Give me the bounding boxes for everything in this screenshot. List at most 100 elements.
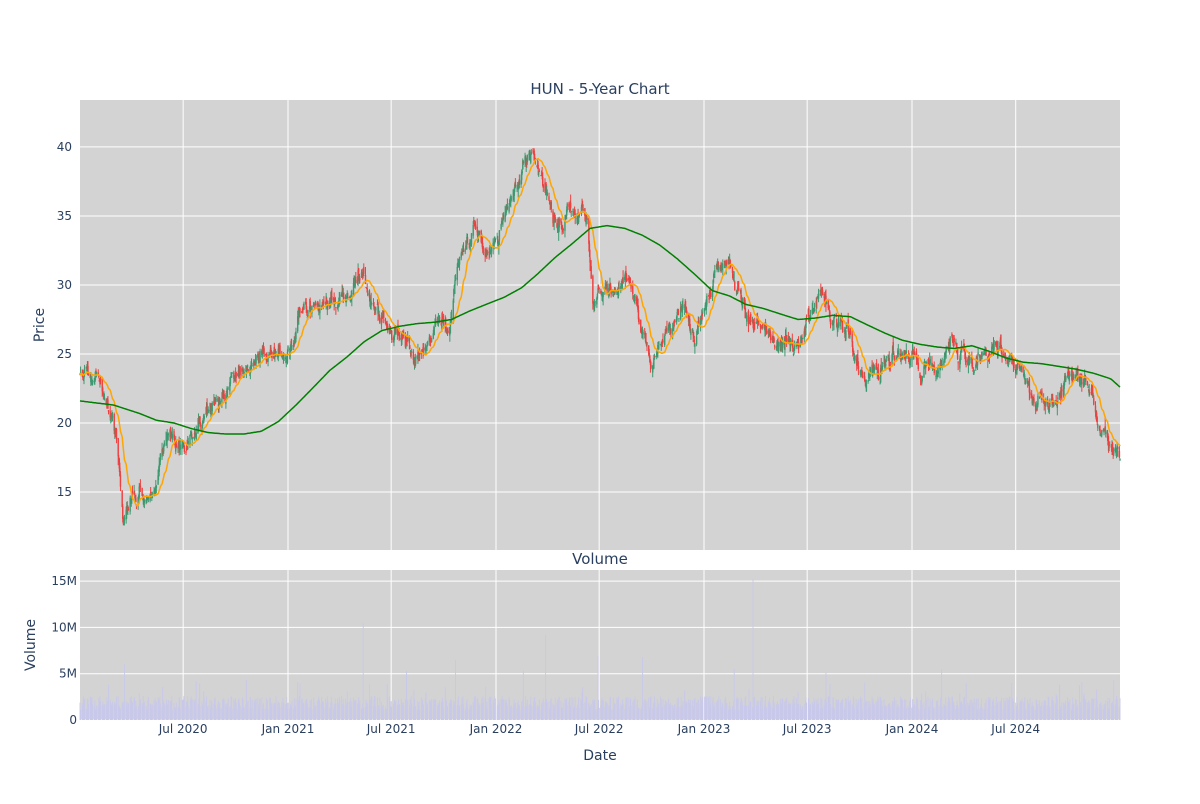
candle-body (885, 364, 887, 366)
candle-body (1048, 406, 1051, 412)
volume-bar (997, 701, 999, 720)
volume-bar (893, 701, 895, 720)
volume-bar (214, 697, 216, 720)
volume-bar (303, 703, 305, 720)
candle-body (1038, 396, 1041, 399)
volume-bar (483, 701, 484, 720)
candle-body (139, 485, 142, 488)
candle-body (988, 354, 991, 357)
volume-bar (1053, 705, 1055, 720)
candle-body (1073, 374, 1075, 378)
volume-bar (684, 703, 686, 720)
volume-bar (802, 706, 804, 720)
volume-bar (884, 706, 886, 720)
volume-bar (1032, 706, 1034, 720)
candle-body (185, 451, 187, 453)
candle-body (837, 328, 839, 330)
candle-body (939, 361, 942, 368)
volume-bar (689, 703, 691, 720)
volume-bar (351, 701, 353, 720)
candle-body (225, 395, 227, 404)
volume-bar (987, 708, 989, 720)
volume-bar (269, 697, 271, 720)
volume-bar (803, 709, 805, 720)
volume-bar (450, 701, 452, 720)
volume-bar (407, 700, 409, 720)
volume-bar (392, 703, 394, 720)
candle-body (307, 310, 309, 319)
candle-body (183, 443, 185, 447)
candle-body (190, 431, 192, 435)
volume-bar (690, 705, 692, 720)
candle-body (972, 370, 974, 372)
volume-bar (370, 696, 372, 720)
volume-bar (721, 702, 723, 720)
volume-bar (1056, 695, 1058, 720)
volume-bar (622, 703, 624, 720)
volume-bar (596, 707, 598, 720)
volume-bar (712, 701, 713, 720)
volume-bar (805, 696, 807, 720)
volume-bar (975, 698, 977, 720)
volume-bar (1072, 703, 1074, 720)
volume-bar (398, 704, 400, 720)
candle-body (1031, 396, 1033, 404)
volume-bar (113, 704, 115, 720)
candle-body (871, 370, 874, 376)
candle-body (161, 449, 163, 457)
volume-bar (740, 702, 741, 720)
candle-body (369, 296, 371, 307)
candle-body (138, 486, 140, 498)
volume-bar (927, 696, 929, 720)
volume-bar (265, 708, 267, 720)
volume-bar (540, 709, 542, 720)
candle-body (540, 172, 543, 174)
volume-bar (1084, 698, 1086, 720)
candle-body (657, 342, 660, 344)
volume-bar (725, 696, 727, 720)
volume-bar (1047, 705, 1049, 720)
volume-bar (784, 709, 786, 720)
volume-bar (841, 700, 843, 720)
volume-bar (669, 702, 671, 720)
volume-bar (221, 708, 223, 720)
candle-body (316, 302, 319, 306)
candle-body (1113, 447, 1115, 455)
candle-body (1033, 398, 1035, 404)
volume-bar (785, 705, 787, 720)
volume-bar (1008, 696, 1010, 720)
volume-bar (131, 701, 133, 720)
volume-bar (851, 704, 853, 720)
candle-body (283, 356, 285, 361)
candle-body (684, 301, 686, 306)
volume-bar (130, 695, 132, 720)
volume-bar (405, 701, 407, 720)
volume-bar (632, 708, 634, 720)
volume-bar (609, 697, 611, 720)
volume-bar (912, 707, 914, 720)
volume-bar (561, 707, 563, 720)
candle-body (462, 248, 465, 252)
volume-bar (887, 704, 889, 720)
volume-bar (273, 702, 275, 720)
candle-body (512, 196, 514, 198)
candle-body (1084, 374, 1086, 378)
volume-bar (397, 705, 399, 720)
volume-bar (780, 703, 782, 720)
volume-bar (361, 709, 363, 720)
volume-bar (411, 703, 413, 720)
candle-body (474, 224, 477, 229)
volume-bar (606, 702, 608, 720)
candle-body (365, 287, 367, 288)
candle-body (298, 309, 300, 319)
volume-bar (597, 656, 599, 720)
volume-bar (684, 690, 686, 720)
volume-bar (329, 709, 331, 720)
volume-bar (785, 699, 786, 720)
volume-bar (1065, 705, 1067, 720)
candle-body (532, 150, 534, 152)
price-gridlines (80, 100, 1120, 550)
candle-body (742, 297, 744, 304)
volume-bar (748, 688, 750, 720)
volume-bar (249, 708, 251, 720)
